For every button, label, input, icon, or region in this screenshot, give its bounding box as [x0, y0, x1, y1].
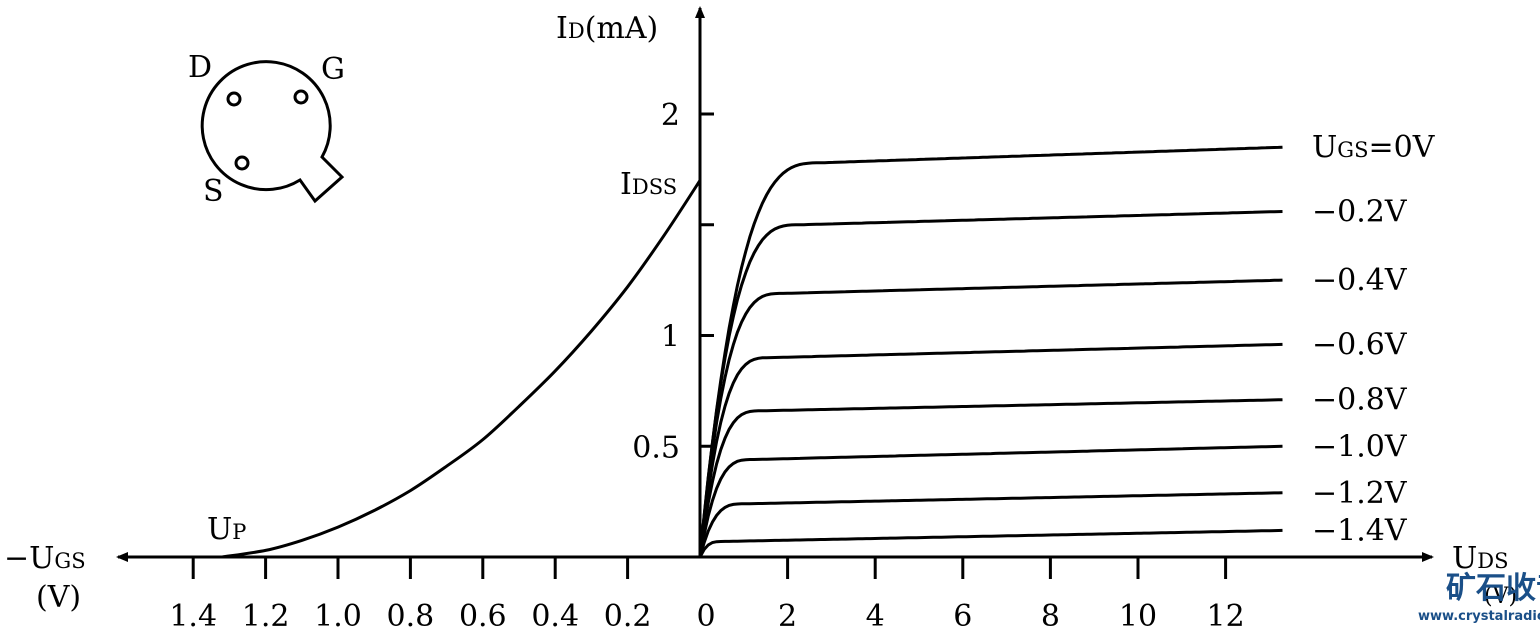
output-curve [698, 278, 1283, 558]
output-x-tick-label: 6 [953, 599, 972, 629]
curves [221, 145, 1283, 559]
transfer-x-tick-label: 0.2 [604, 599, 652, 629]
output-x-ticks: 0 2 4 6 8 10 12 [696, 557, 1245, 629]
transfer-axis-unit: (V) [36, 580, 81, 615]
output-x-tick-label: 10 [1119, 599, 1157, 629]
output-curve [698, 491, 1283, 558]
idss-label: IDSS [620, 167, 677, 202]
output-x-tick-label: 8 [1041, 599, 1060, 629]
drain-pin [226, 91, 242, 107]
output-curve [698, 528, 1283, 558]
drain-label: D [188, 50, 212, 85]
transfer-axis-title: −UGS [4, 541, 86, 576]
y-ticks: 0.5 1 2 [632, 98, 714, 465]
curve-label: −0.8V [1312, 383, 1408, 418]
transfer-x-ticks: 0.2 0.4 0.6 0.8 1.0 1.2 1.4 [169, 557, 651, 629]
output-curve [698, 398, 1283, 558]
curve-label: −0.6V [1312, 327, 1408, 362]
curve-label: −1.4V [1312, 513, 1408, 548]
output-x-tick-label: 4 [866, 599, 885, 629]
y-tick-label: 1 [661, 320, 680, 355]
jfet-package-icon: D G S [188, 50, 345, 209]
y-tick-label: 0.5 [632, 430, 680, 465]
output-curve [698, 342, 1283, 558]
transfer-x-tick-label: 0.8 [387, 599, 435, 629]
source-label: S [203, 174, 224, 209]
y-axis-title: ID(mA) [556, 11, 658, 46]
source-pin [234, 155, 250, 171]
gate-label: G [321, 52, 345, 87]
output-curve [698, 444, 1283, 558]
transfer-x-tick-label: 1.2 [242, 599, 290, 629]
output-x-tick-label: 0 [696, 599, 715, 629]
watermark-logo: 矿石收音机 www.crystalradio.cn [1418, 571, 1540, 624]
gate-pin [293, 89, 309, 105]
y-tick-label: 2 [661, 98, 680, 133]
output-x-tick-label: 2 [778, 599, 797, 629]
transfer-curve [221, 179, 702, 559]
transfer-x-tick-label: 0.6 [459, 599, 507, 629]
curve-label: −0.2V [1312, 194, 1408, 229]
output-axis-unit: (V) [1484, 584, 1517, 609]
pinch-off-label: UP [207, 512, 246, 547]
output-curve [698, 145, 1283, 558]
curve-label: −1.2V [1312, 476, 1408, 511]
curve-label: UGS=0V [1312, 130, 1436, 165]
transfer-x-tick-label: 0.4 [531, 599, 579, 629]
transfer-x-tick-label: 1.0 [314, 599, 362, 629]
curve-label: −0.4V [1312, 263, 1408, 298]
transfer-x-tick-label: 1.4 [169, 599, 217, 629]
output-axis-title: UDS [1452, 541, 1509, 576]
curve-labels: UGS=0V −0.2V −0.4V −0.6V −0.8V −1.0V −1.2V−1.4… [1312, 130, 1436, 548]
watermark-title: 矿石收音机 [1446, 571, 1540, 606]
package-outline [200, 60, 345, 204]
output-curve [698, 210, 1283, 558]
curve-label: −1.0V [1312, 429, 1408, 464]
output-x-tick-label: 12 [1207, 599, 1245, 629]
watermark-url: www.crystalradio.cn [1418, 609, 1540, 624]
